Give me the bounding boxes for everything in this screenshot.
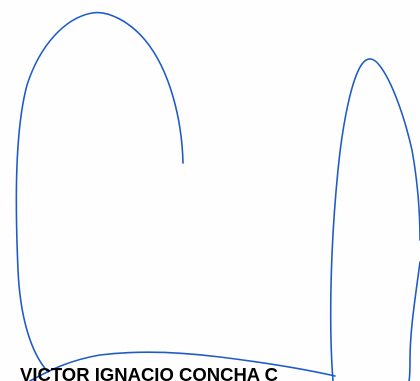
signer-name: VICTOR IGNACIO CONCHA C xyxy=(20,364,278,381)
signature-stroke-right-tail xyxy=(408,261,420,381)
signature-stroke-right-loop xyxy=(329,58,420,381)
signature-stroke-left-loop xyxy=(15,11,184,373)
signature-stroke-bottom-sweep xyxy=(29,351,336,381)
